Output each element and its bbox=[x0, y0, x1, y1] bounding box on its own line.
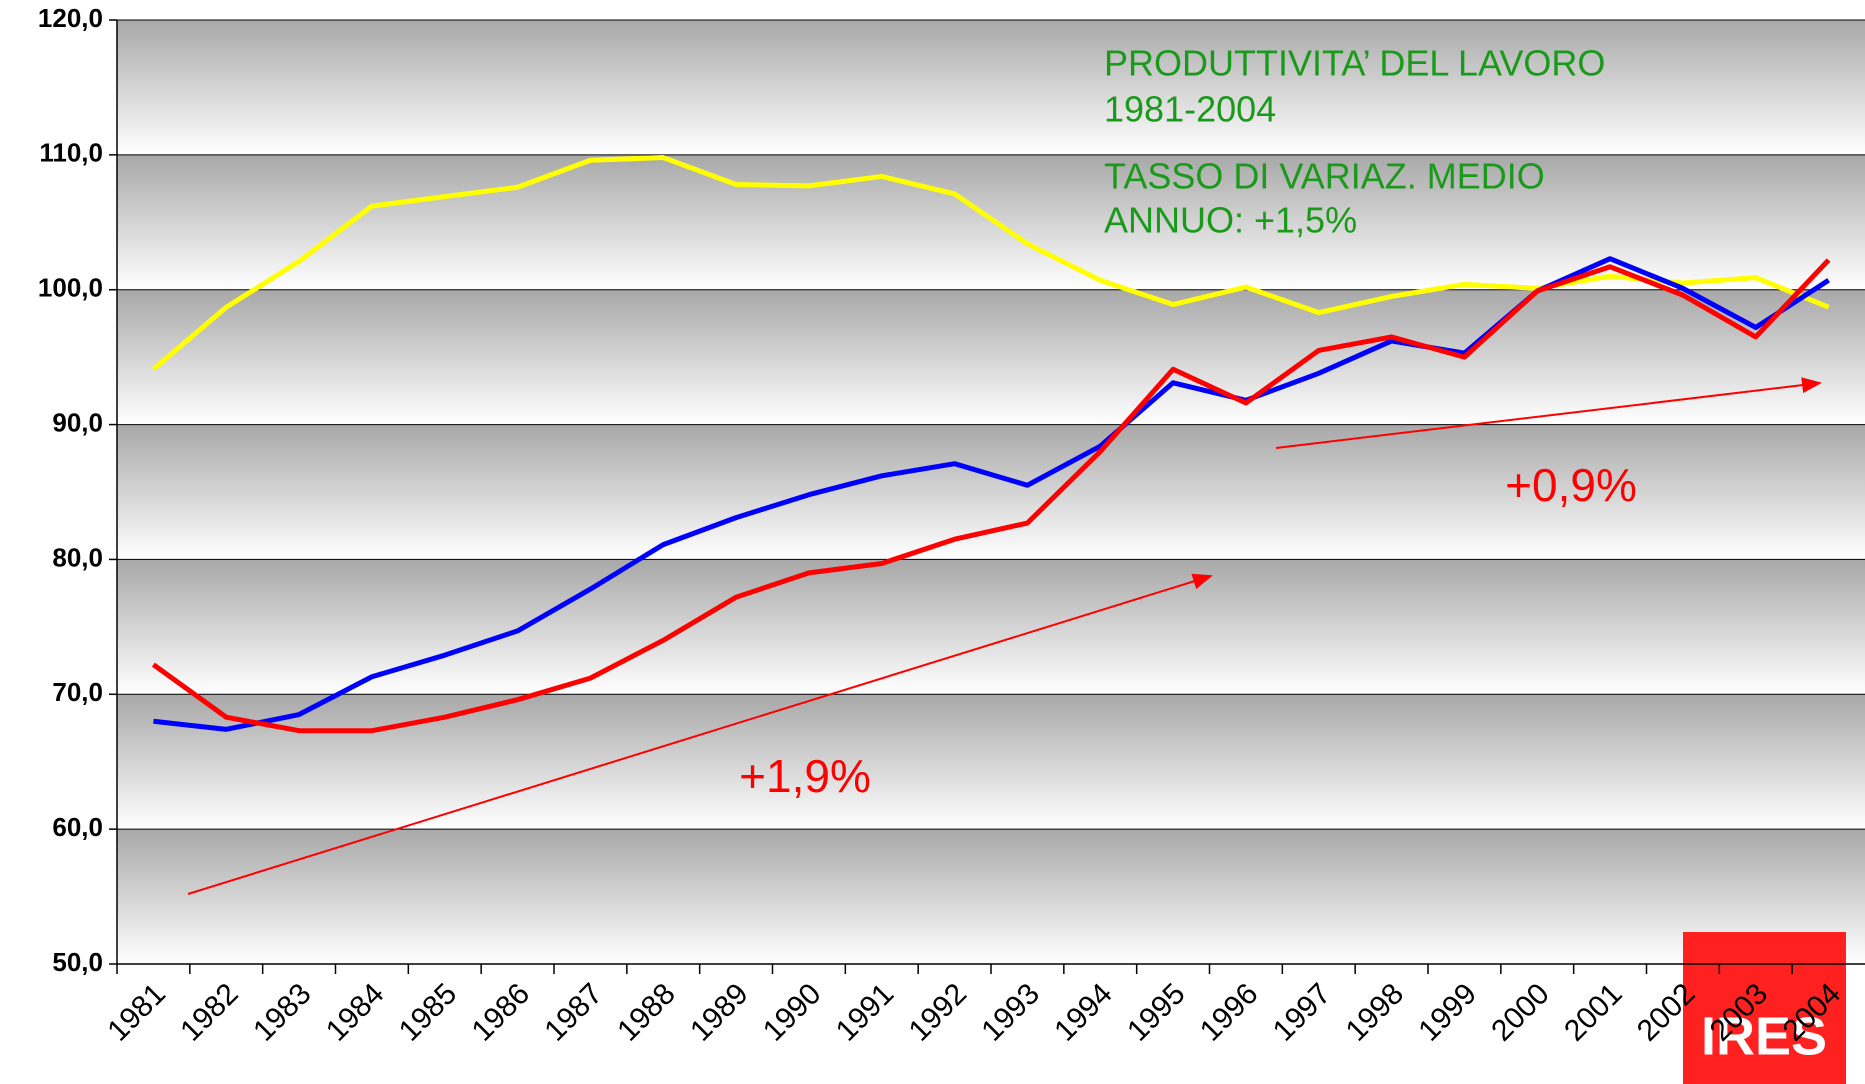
x-tick-label: 1995 bbox=[1121, 977, 1192, 1048]
x-tick-label: 1997 bbox=[1267, 977, 1338, 1048]
x-tick-label: 1998 bbox=[1340, 977, 1411, 1048]
x-tick-label: 1990 bbox=[757, 977, 828, 1048]
x-tick-label: 1987 bbox=[538, 977, 609, 1048]
logo: IRES bbox=[1701, 1006, 1827, 1066]
annotation: +1,9% bbox=[739, 750, 871, 802]
x-tick-label: 1985 bbox=[393, 977, 464, 1048]
trend-arrow bbox=[1275, 377, 1822, 449]
x-tick-label: 1983 bbox=[247, 977, 318, 1048]
x-tick-label: 1986 bbox=[466, 977, 537, 1048]
annotation: PRODUTTIVITA’ DEL LAVORO bbox=[1104, 43, 1605, 84]
plot-band bbox=[117, 424, 1865, 560]
y-tick-label: 60,0 bbox=[52, 812, 103, 842]
x-tick-label: 1999 bbox=[1412, 977, 1483, 1048]
y-tick-label: 80,0 bbox=[52, 542, 103, 572]
x-tick-label: 1982 bbox=[174, 977, 245, 1048]
plot-band bbox=[117, 829, 1865, 964]
trend-arrow bbox=[187, 573, 1213, 895]
x-tick-label: 1991 bbox=[830, 977, 901, 1048]
y-tick-label: 50,0 bbox=[52, 947, 103, 977]
x-tick-label: 1992 bbox=[903, 977, 974, 1048]
plot-band bbox=[117, 289, 1865, 425]
x-tick-label: 1996 bbox=[1194, 977, 1265, 1048]
x-tick-label: 1984 bbox=[320, 977, 391, 1048]
plot-band bbox=[117, 20, 1865, 155]
x-tick-label: 1993 bbox=[975, 977, 1046, 1048]
annotation: 1981-2004 bbox=[1104, 89, 1276, 130]
x-tick-label: 1989 bbox=[684, 977, 755, 1048]
y-tick-label: 100,0 bbox=[38, 273, 103, 303]
annotation: ANNUO: +1,5% bbox=[1104, 200, 1357, 241]
y-tick-label: 90,0 bbox=[52, 407, 103, 437]
logo-box bbox=[1683, 932, 1846, 1084]
y-tick-label: 120,0 bbox=[38, 3, 103, 33]
plot-band bbox=[117, 694, 1865, 830]
x-tick-label: 2000 bbox=[1485, 977, 1556, 1048]
y-tick-label: 70,0 bbox=[52, 677, 103, 707]
x-tick-label: 1994 bbox=[1048, 977, 1119, 1048]
annotation: TASSO DI VARIAZ. MEDIO bbox=[1104, 156, 1545, 197]
annotation: +0,9% bbox=[1505, 459, 1637, 511]
y-tick-label: 110,0 bbox=[39, 138, 103, 168]
plot-band bbox=[117, 559, 1865, 695]
plot-band bbox=[117, 154, 1865, 290]
x-tick-label: 2001 bbox=[1558, 977, 1629, 1048]
x-tick-label: 1988 bbox=[611, 977, 682, 1048]
x-tick-label: 1981 bbox=[101, 977, 172, 1048]
series-line bbox=[151, 258, 1831, 734]
